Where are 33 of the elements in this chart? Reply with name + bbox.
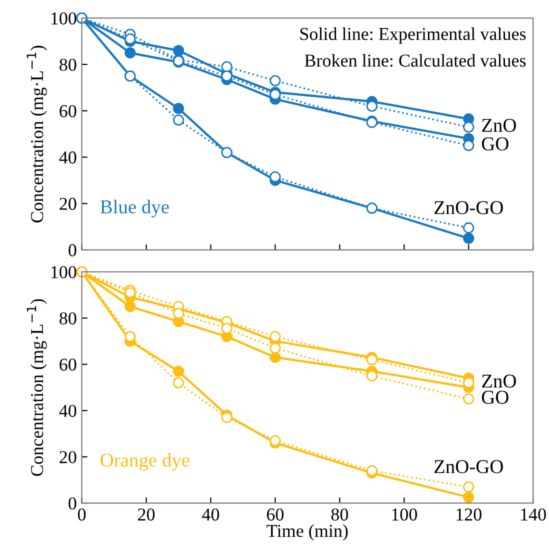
y-axis-title: Concentration (mg·L$^{−1}$)	[26, 299, 47, 476]
x-tick-label: 100	[392, 508, 417, 521]
y-tick-label: 60	[60, 105, 76, 118]
text: Orange dye	[100, 453, 190, 471]
y-tick-label: 20	[60, 451, 76, 464]
y-tick-label: 0	[68, 244, 76, 256]
y-tick-label: 80	[60, 58, 76, 71]
y-tick-label: 0	[68, 497, 76, 510]
x-tick-label: 80	[331, 508, 348, 521]
series-label: GO	[482, 390, 508, 404]
y-tick-label: 100	[51, 266, 76, 278]
x-tick-label: 120	[456, 508, 482, 521]
y-tick-label: 100	[51, 12, 76, 25]
y-tick-label: 60	[60, 358, 76, 371]
x-tick-label: 0	[78, 508, 86, 521]
x-tick-label: 60	[266, 508, 284, 521]
text: Blue dye	[100, 200, 169, 218]
x-tick-label: 140	[521, 508, 546, 521]
x-tick-label: 40	[202, 508, 220, 521]
series-label: ZnO-GO	[434, 201, 503, 214]
x-axis-title: Time (min)	[266, 524, 348, 541]
series-label: GO	[482, 137, 508, 150]
series-label: ZnO-GO	[434, 460, 503, 474]
y-tick-label: 40	[59, 151, 76, 164]
y-tick-label: 40	[59, 404, 76, 418]
annotation: Solid line: Experimental values	[300, 27, 526, 44]
x-tick-label: 20	[138, 508, 155, 521]
series-label: ZnO	[482, 374, 516, 388]
annotation: Broken line: Calculated values	[304, 54, 526, 67]
y-axis-title: Concentration (mg·L$^{−1}$)	[26, 46, 47, 222]
series-label: ZnO	[482, 118, 516, 132]
y-tick-label: 80	[60, 312, 76, 324]
y-tick-label: 20	[60, 198, 76, 210]
